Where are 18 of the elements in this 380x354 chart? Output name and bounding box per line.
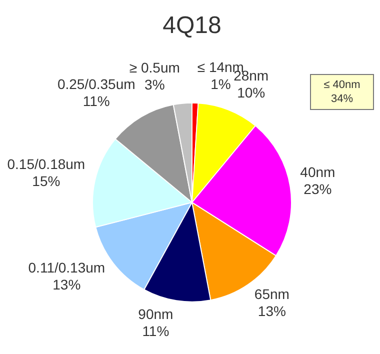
text: ≤ 40nm 34% (310, 74, 374, 110)
data-label: 10% (237, 84, 266, 100)
data-label: 13% (52, 276, 81, 293)
data-label: 23% (304, 180, 332, 197)
slice-label: 40nm (300, 164, 336, 180)
slice-label: 0.15/0.18um (7, 156, 86, 172)
data-label: 15% (32, 173, 60, 190)
data-label: 11% (142, 323, 170, 340)
slice-label: ≥ 0.5um (129, 59, 180, 76)
chart-title: 4Q18 (162, 12, 222, 40)
data-label: 3% (144, 76, 165, 92)
slice-label: 0.25/0.35um (57, 76, 136, 92)
data-label: 11% (82, 93, 110, 110)
slice-label: 90nm (138, 306, 174, 322)
data-label: 13% (258, 303, 286, 320)
data-label: 1% (210, 76, 231, 92)
slice-label: 0.11/0.13um (28, 260, 106, 276)
slice-label: 65nm (254, 286, 290, 302)
